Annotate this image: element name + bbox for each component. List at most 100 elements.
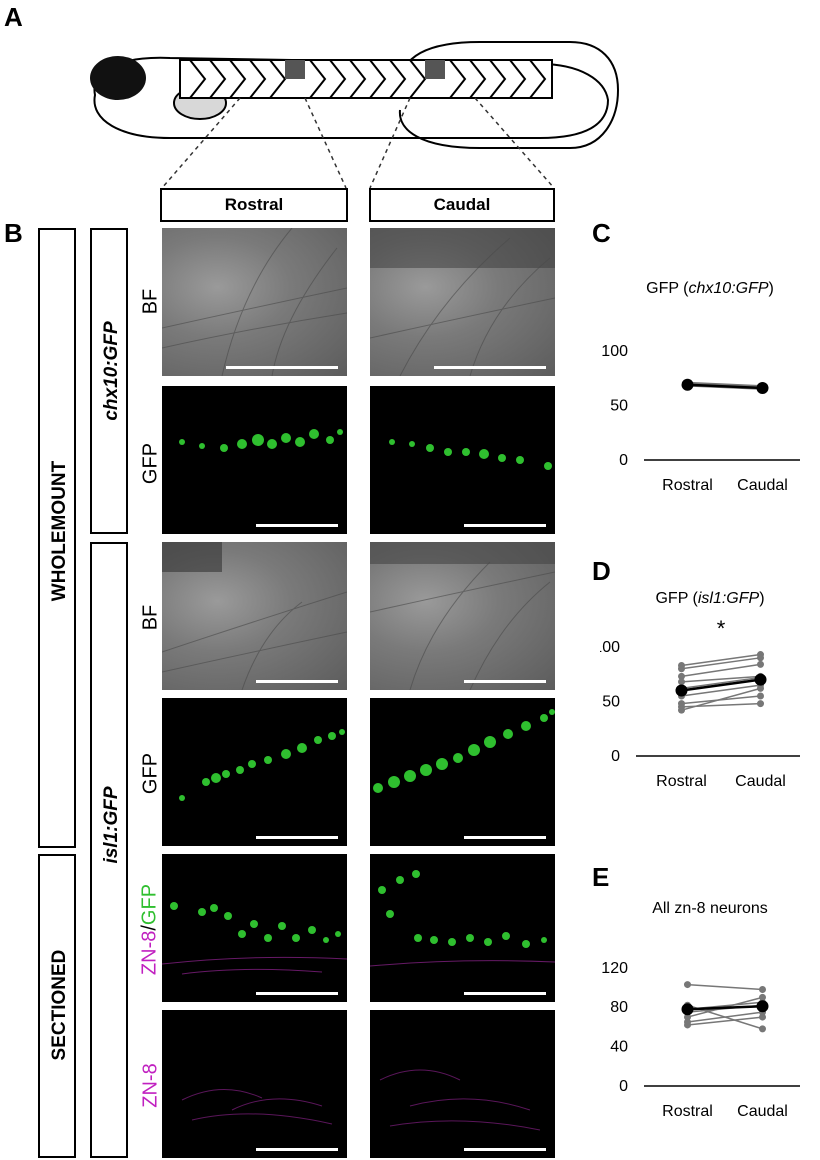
sectioned-box: SECTIONED [38,854,76,1158]
row-label-gfp2: GFP [139,752,162,795]
segment-chevrons [189,59,547,99]
mean-point [756,382,769,394]
image-bf-isl1-caudal [370,542,555,690]
y-tick-label: 50 [610,397,628,414]
wholemount-box: WHOLEMOUNT [38,228,76,848]
y-tick-label: 0 [619,1078,628,1095]
chx10-box: chx10:GFP [90,228,128,534]
individual-line [681,687,761,711]
chx10-label: chx10:GFP [101,321,122,421]
image-bf-chx10-caudal [370,228,555,376]
scale-bar [256,680,338,683]
scale-bar [256,524,338,527]
individual-point [757,654,764,662]
zn8-gfp-cells [370,870,555,967]
row-label-bf1: BF [139,288,162,315]
x-tick-label: Rostral [656,773,707,790]
mean-point [681,1003,694,1016]
image-zn8-rostral [162,1010,347,1158]
image-gfp-chx10-caudal [370,386,555,534]
x-tick-label: Caudal [737,477,788,494]
individual-line [681,675,761,683]
scale-bar [464,836,546,839]
panel-letter-c: C [592,218,611,248]
column-header-rostral: Rostral [160,188,348,222]
individual-point [757,660,764,668]
chart-e-plot: 0 40 80 120 Rostral Caudal [601,960,800,1120]
scale-bar [464,680,546,683]
chart-c-title-suffix: ) [768,280,774,297]
individual-point [684,981,691,989]
mean-point [756,1000,769,1013]
chart-d-title-italic: isl1:GFP [697,590,760,607]
chart-c-plot: 0 50 100 Rostral Caudal [601,343,800,494]
wholemount-label: WHOLEMOUNT [49,460,70,602]
gfp-cells [179,729,345,801]
significance-marker: * [717,616,726,641]
row-label-bf2: BF [139,604,162,631]
sectioned-label: SECTIONED [49,949,70,1061]
y-tick-label: 0 [611,748,620,765]
y-tick-label: 0 [619,452,628,469]
individual-line [681,663,761,678]
mean-point [681,378,694,391]
scale-bar [434,366,546,369]
individual-line [687,381,763,387]
row-label-zn8-gfp: ZN-8/GFP [139,870,162,990]
image-zn8-caudal [370,1010,555,1158]
fin-fold-outline [398,41,620,149]
image-bf-chx10-rostral [162,228,347,376]
individual-line [681,653,761,667]
gfp-cells [389,439,552,470]
zn8-separator: / [138,925,161,931]
individual-point [684,1013,691,1021]
individual-point [678,672,685,680]
mean-line [687,383,763,390]
zn8-signal [181,1089,333,1125]
isl1-label: isl1:GFP [101,786,122,864]
scale-bar [464,992,546,995]
zn8-signal [379,1069,541,1131]
caudal-segment-highlight [425,60,445,79]
scale-bar [464,524,546,527]
chart-d-title: GFP (isl1:GFP) [600,590,820,608]
image-gfp-chx10-rostral [162,386,347,534]
y-tick-label: 100 [601,343,628,360]
bf-texture [370,542,555,690]
y-tick-label: 120 [601,960,628,977]
column-header-caudal: Caudal [369,188,555,222]
individual-point [757,684,764,692]
panel-letter-e: E [592,862,610,892]
scale-bar [256,992,338,995]
individual-point [678,665,685,673]
mean-line [687,1004,763,1011]
y-tick-label: 80 [610,999,628,1016]
gfp-cells [179,429,343,452]
bf-texture [162,228,347,376]
bf-texture [162,542,347,690]
mean-point [754,673,767,686]
chart-c-title: GFP (chx10:GFP) [600,280,820,298]
individual-point [684,1021,691,1029]
individual-point [678,706,685,714]
gfp-label-part: GFP [138,883,161,926]
mean-line [681,678,761,692]
image-gfp-isl1-rostral [162,698,347,846]
x-tick-label: Rostral [662,1103,713,1120]
chart-e-title: All zn-8 neurons [652,900,768,917]
y-tick-label: 40 [610,1039,628,1056]
image-gfp-isl1-caudal [370,698,555,846]
individual-point [759,1013,766,1021]
x-tick-label: Caudal [737,1103,788,1120]
row-label-gfp1: GFP [139,442,162,485]
y-tick-label: 50 [602,693,620,710]
x-tick-label: Caudal [735,773,786,790]
chart-c-title-italic: chx10:GFP [688,280,769,297]
isl1-box: isl1:GFP [90,542,128,1158]
bf-texture [370,228,555,376]
individual-line [687,1016,763,1026]
leader-lines [161,97,555,189]
larva-schematic [90,41,620,189]
chart-d-title-suffix: ) [759,590,765,607]
eye-shape [90,56,146,100]
